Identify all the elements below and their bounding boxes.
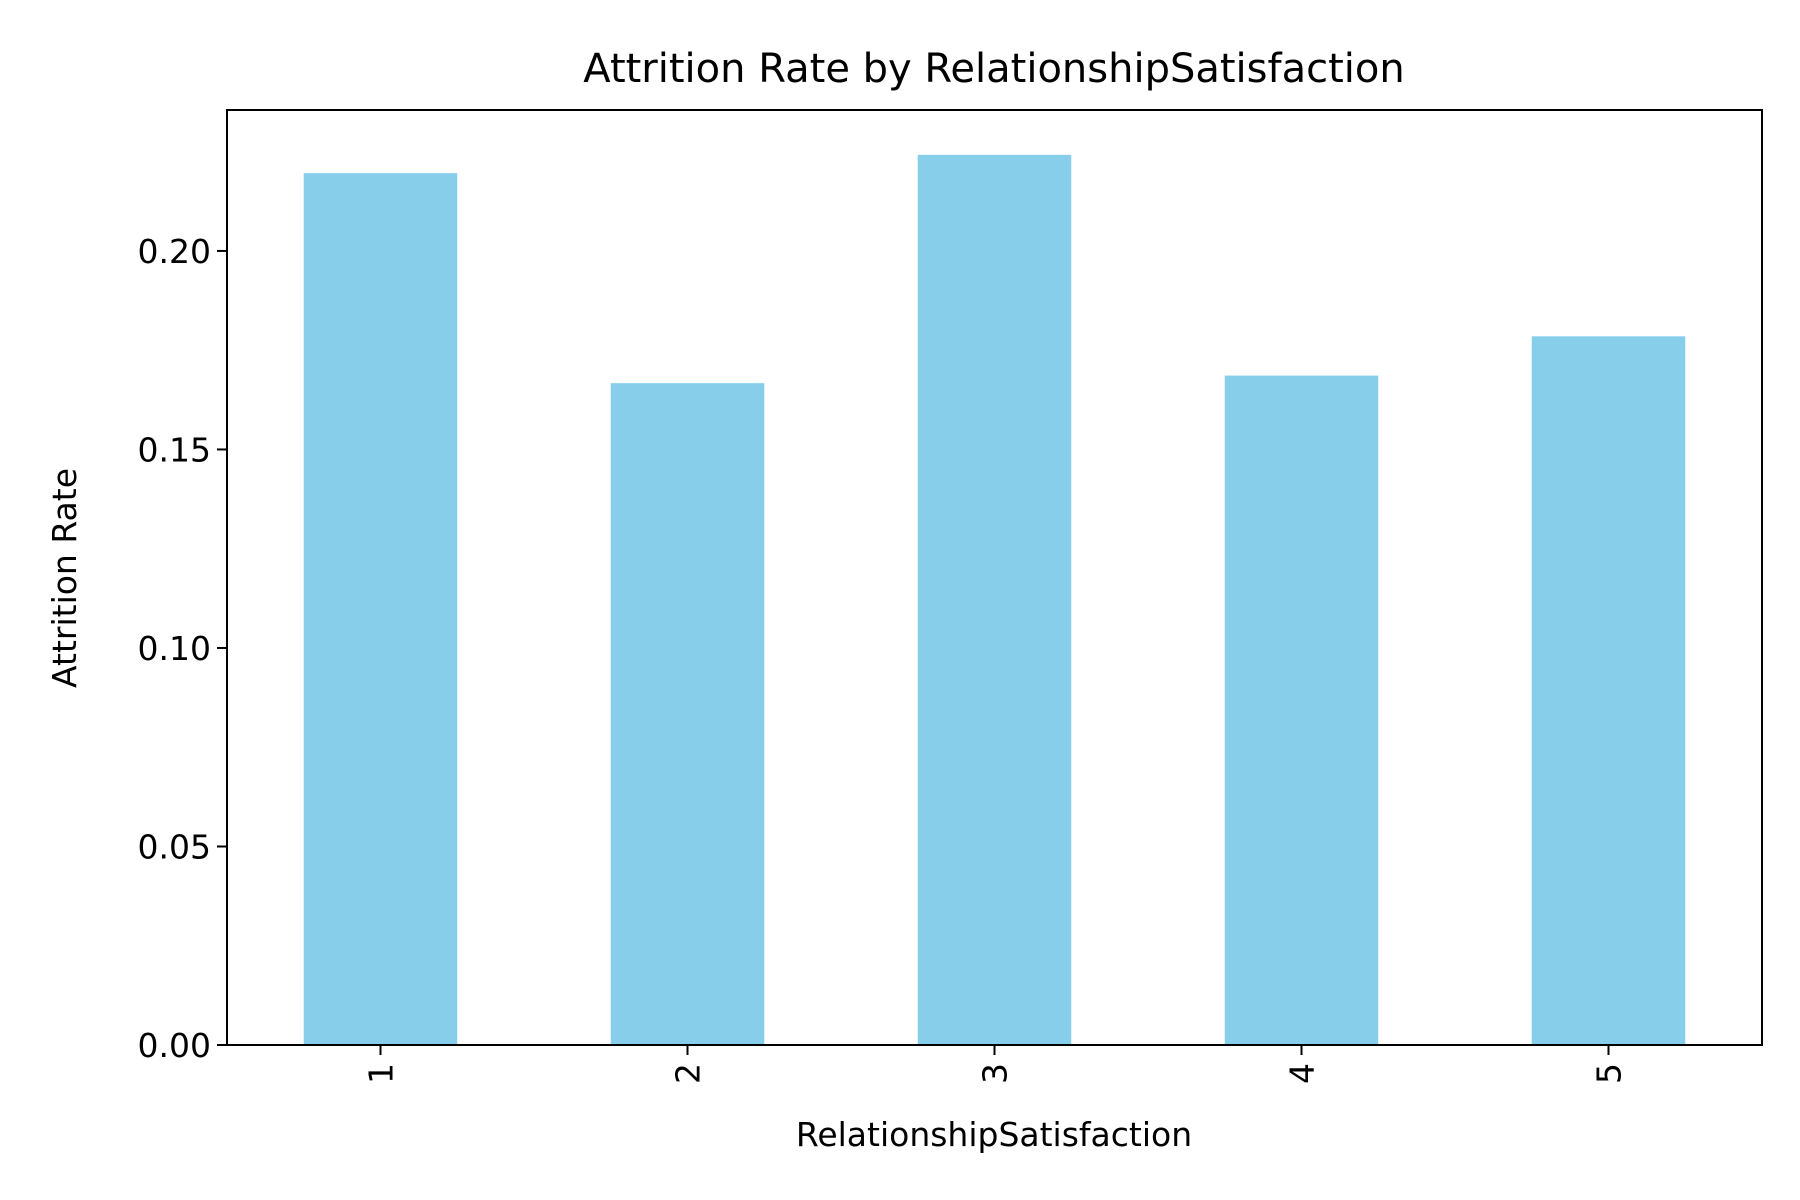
y-axis-title: Attrition Rate	[45, 468, 84, 688]
x-tick-label: 4	[1283, 1063, 1322, 1084]
axes-frame	[226, 109, 1763, 1046]
x-tick-label: 1	[362, 1063, 401, 1084]
bar-2	[610, 383, 765, 1045]
bar-5	[1531, 336, 1686, 1045]
bar-3	[917, 154, 1072, 1046]
bar-1	[303, 173, 458, 1045]
bar-4	[1224, 375, 1379, 1045]
y-tick-label: 0.20	[138, 232, 211, 271]
y-tick-label: 0.00	[138, 1026, 211, 1065]
x-tick-label: 2	[669, 1063, 708, 1084]
chart-title: Attrition Rate by RelationshipSatisfacti…	[583, 46, 1404, 92]
plot-area	[303, 154, 1686, 1046]
x-tick-label: 5	[1590, 1063, 1629, 1084]
x-axis: 1 2 3 4 5	[362, 1045, 1629, 1084]
y-tick-label: 0.05	[138, 827, 211, 866]
y-axis: 0.00 0.05 0.10 0.15 0.20	[138, 232, 227, 1065]
x-axis-title: RelationshipSatisfaction	[796, 1115, 1192, 1154]
y-tick-label: 0.15	[138, 430, 211, 469]
y-tick-label: 0.10	[138, 629, 211, 668]
x-tick-label: 3	[976, 1063, 1015, 1084]
